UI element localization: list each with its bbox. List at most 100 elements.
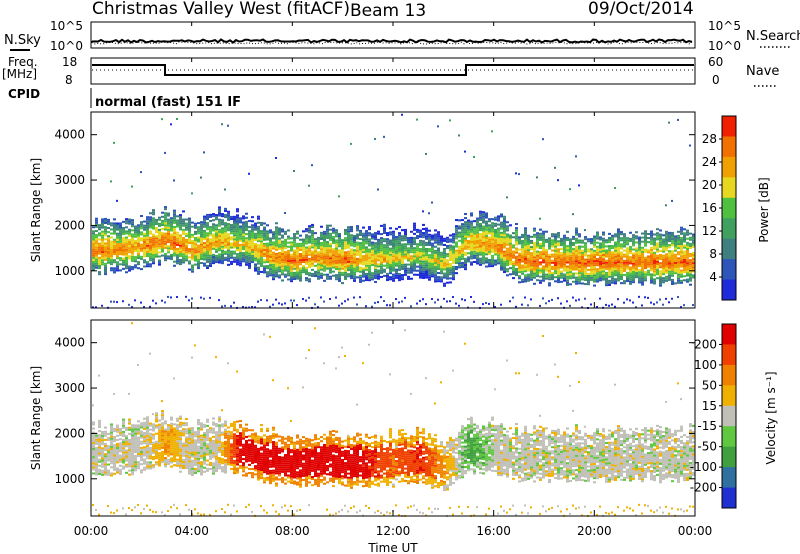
echo-cell [680,243,683,246]
echo-cell [629,276,632,279]
echo-cell [326,267,329,270]
echo-cell [116,226,119,229]
echo-cell [614,247,617,250]
echo-cell [644,232,647,235]
echo-cell [524,231,527,234]
echo-cell [122,257,125,260]
echo-cell [278,270,281,273]
echo-cell [224,232,227,235]
echo-cell [389,251,392,254]
echo-cell [692,241,695,244]
echo-cell [98,271,101,274]
echo-cell [377,246,380,250]
echo-cell [389,239,392,242]
echo-cell [137,236,140,239]
echo-cell [242,217,245,220]
echo-cell [101,226,104,229]
echo-cell [686,250,689,253]
echo-cell [362,271,365,274]
echo-cell [353,243,356,246]
echo-cell [236,259,239,262]
echo-cell [140,452,143,456]
echo-cell [107,439,110,442]
echo-cell [572,274,575,277]
echo-cell [668,250,671,253]
echo-cell [440,259,443,262]
echo-cell [242,231,245,234]
echo-cell [512,260,515,263]
echo-cell [434,229,437,232]
near-range-cell [341,302,343,305]
echo-cell [659,237,662,240]
echo-cell [314,250,317,253]
echo-cell [392,245,395,248]
echo-cell [686,270,689,273]
echo-cell [101,433,104,436]
echo-cell [185,226,188,229]
echo-cell [485,257,488,260]
near-range-cell [161,299,163,302]
echo-cell [221,221,224,224]
near-range-cell [359,296,361,299]
echo-cell [452,249,455,252]
echo-cell [323,236,326,240]
echo-cell [425,262,428,265]
near-range-cell [335,296,337,299]
echo-cell [500,258,503,261]
echo-cell [176,239,179,242]
echo-cell [380,245,383,248]
near-range-cell [140,301,142,304]
echo-cell [248,258,251,261]
echo-cell [149,232,152,235]
echo-cell [485,224,488,227]
echo-cell [173,228,176,231]
echo-cell [485,261,488,264]
echo-cell [212,241,215,244]
echo-cell [524,262,527,265]
echo-cell [632,238,635,241]
echo-cell [359,233,362,236]
echo-cell [254,249,257,252]
echo-cell [155,218,158,221]
echo-cell [431,258,434,262]
echo-cell [323,243,326,246]
echo-cell [365,268,368,271]
echo-cell [119,228,122,231]
echo-cell [650,255,653,258]
echo-cell [386,248,389,251]
echo-cell [131,438,134,441]
echo-cell [386,250,389,253]
echo-cell [491,232,494,235]
echo-cell [137,248,140,251]
echo-cell [572,254,575,257]
echo-cell [404,232,407,236]
echo-cell [314,274,317,278]
echo-cell [155,237,158,240]
echo-cell [113,244,116,247]
echo-cell [692,233,695,236]
echo-cell [563,244,566,247]
echo-cell [377,253,380,256]
echo-cell [551,253,554,256]
echo-cell [323,279,326,282]
echo-cell [440,276,443,279]
echo-cell [680,275,683,278]
echo-cell [308,272,311,275]
echo-cell [389,261,392,264]
echo-cell [494,251,497,254]
echo-cell [371,247,374,250]
echo-cell [146,261,149,264]
echo-cell [434,239,437,242]
echo-cell [323,230,326,233]
echo-cell [98,442,101,445]
echo-cell [434,260,437,263]
echo-cell [230,228,233,231]
echo-cell [656,266,659,270]
echo-cell [179,261,182,264]
near-range-cell [170,296,172,299]
echo-cell [263,259,266,262]
echo-cell [449,244,452,247]
echo-cell [386,234,389,237]
echo-cell [668,264,671,267]
freq-label-line1: Freq. [8,55,38,69]
